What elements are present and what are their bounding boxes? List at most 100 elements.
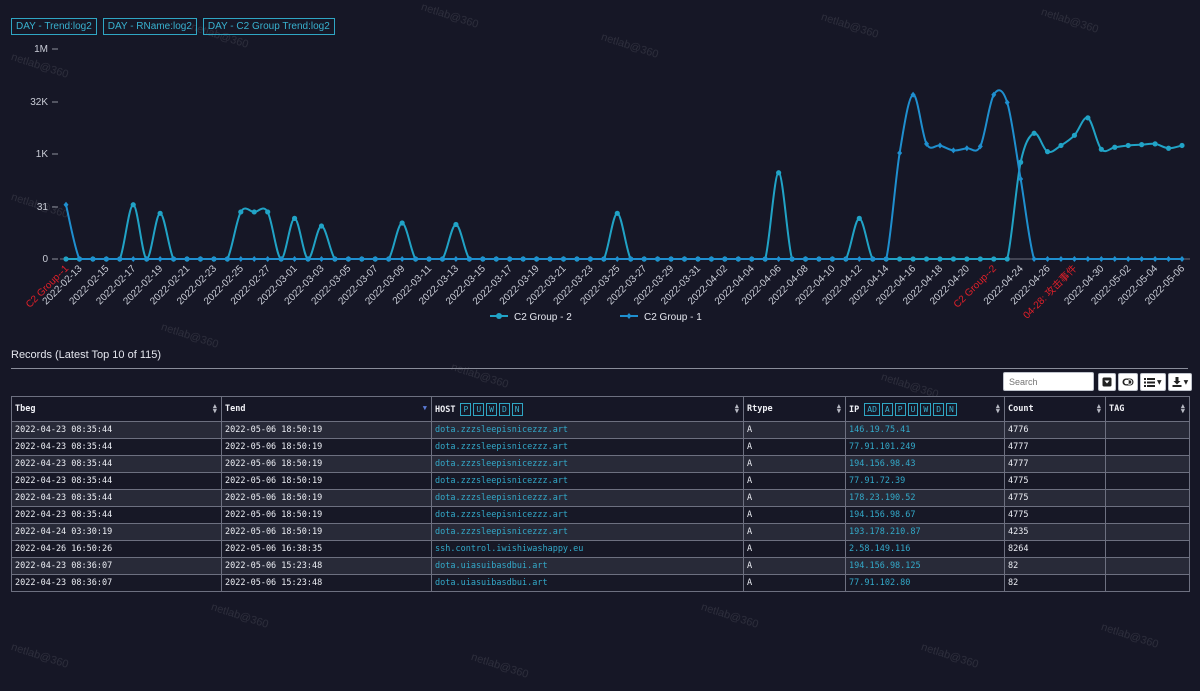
table-header-row: Tbeg ▲ ▼ Tend ▼ HOST P U W D N ▲ ▼ Rtype ▲ ▼ IP AD A P U… (11, 396, 1190, 422)
cell-ip[interactable]: 2.58.149.116 (845, 540, 1005, 558)
flag-a-button[interactable]: A (881, 402, 893, 416)
sort-icon[interactable]: ▲ ▼ (212, 402, 217, 415)
cell-host[interactable]: dota.zzzsleepisnicezzz.art (431, 455, 744, 473)
data-point (977, 256, 983, 262)
cell-tend: 2022-05-06 18:50:19 (221, 455, 432, 473)
col-tag[interactable]: TAG ▲ ▼ (1105, 396, 1190, 422)
flag-u-button[interactable]: U (907, 402, 919, 416)
cell-ip[interactable]: 77.91.72.39 (845, 472, 1005, 490)
y-tick-label: 1M (34, 44, 48, 55)
tab-day-rname[interactable]: DAY - RName:log2 (102, 18, 197, 35)
sort-icon[interactable]: ▲ ▼ (734, 402, 739, 415)
data-point (1179, 142, 1185, 149)
flag-p-button[interactable]: P (894, 402, 906, 416)
data-point (776, 256, 782, 262)
cell-ip[interactable]: 77.91.102.80 (845, 574, 1005, 592)
cell-host[interactable]: dota.zzzsleepisnicezzz.art (431, 438, 744, 456)
data-point (76, 256, 82, 262)
data-point (507, 256, 513, 262)
cell-ip[interactable]: 194.156.98.67 (845, 506, 1005, 524)
collapse-button[interactable] (1098, 373, 1116, 391)
cell-host[interactable]: ssh.control.iwishiwashappy.eu (431, 540, 744, 558)
data-point (964, 145, 970, 152)
col-ip[interactable]: IP AD A P U W D N ▲ ▼ (845, 396, 1005, 422)
watermark-text: netlab@360 (699, 601, 760, 631)
sort-icon[interactable]: ▲ ▼ (836, 402, 841, 415)
col-tbeg[interactable]: Tbeg ▲ ▼ (11, 396, 222, 422)
cell-rtype: A (743, 523, 846, 541)
cell-rtype: A (743, 472, 846, 490)
sort-icon[interactable]: ▲ ▼ (1180, 402, 1185, 415)
table-row: 2022-04-23 08:35:44 2022-05-06 18:50:19 do… (11, 455, 1190, 473)
cell-ip[interactable]: 178.23.190.52 (845, 489, 1005, 507)
flag-p-button[interactable]: P (460, 402, 472, 416)
flag-n-button[interactable]: N (946, 402, 957, 416)
data-point (292, 256, 298, 262)
table-row: 2022-04-26 16:50:26 2022-05-06 16:38:35 ss… (11, 540, 1190, 558)
col-count[interactable]: Count ▲ ▼ (1004, 396, 1106, 422)
col-tend[interactable]: Tend ▼ (221, 396, 432, 422)
flag-d-button[interactable]: D (498, 402, 510, 416)
flag-u-button[interactable]: U (473, 402, 485, 416)
cell-host[interactable]: dota.zzzsleepisnicezzz.art (431, 489, 744, 507)
flag-d-button[interactable]: D (933, 402, 945, 416)
data-point (614, 210, 620, 216)
cell-host[interactable]: dota.zzzsleepisnicezzz.art (431, 421, 744, 439)
data-point (359, 256, 365, 262)
export-button[interactable]: ▼ (1167, 373, 1193, 391)
table-toolbar: ▼ ▼ (1098, 373, 1193, 391)
data-point (372, 256, 378, 262)
tab-day-c2-group-trend[interactable]: DAY - C2 Group Trend:log2 (202, 18, 335, 35)
data-point (90, 256, 96, 262)
cell-count: 4777 (1004, 438, 1106, 456)
table-row: 2022-04-23 08:36:07 2022-05-06 15:23:48 do… (11, 557, 1190, 575)
legend-label: C2 Group - 2 (514, 312, 572, 323)
cell-ip[interactable]: 194.156.98.43 (845, 455, 1005, 473)
flag-w-button[interactable]: W (486, 402, 497, 416)
cell-host[interactable]: dota.uiasuibasdbui.art (431, 574, 744, 592)
cell-rtype: A (743, 421, 846, 439)
sort-icon[interactable]: ▲ ▼ (1096, 402, 1101, 415)
data-point (789, 256, 795, 262)
columns-button[interactable]: ▼ (1140, 373, 1166, 391)
download-icon (1172, 377, 1182, 387)
cell-ip[interactable]: 77.91.101.249 (845, 438, 1005, 456)
data-point (937, 256, 943, 262)
cell-rtype: A (743, 489, 846, 507)
sort-desc-icon[interactable]: ▼ (422, 404, 427, 412)
cell-tend: 2022-05-06 15:23:48 (221, 557, 432, 575)
data-point (345, 256, 351, 262)
cell-host[interactable]: dota.zzzsleepisnicezzz.art (431, 523, 744, 541)
cell-ip[interactable]: 193.178.210.87 (845, 523, 1005, 541)
col-host[interactable]: HOST P U W D N ▲ ▼ (431, 396, 744, 422)
data-point (601, 256, 607, 262)
cell-ip[interactable]: 146.19.75.41 (845, 421, 1005, 439)
flag-n-button[interactable]: N (511, 402, 523, 416)
data-point (722, 256, 728, 262)
flag-w-button[interactable]: W (920, 402, 932, 416)
cell-host[interactable]: dota.zzzsleepisnicezzz.art (431, 506, 744, 524)
flag-ad-button[interactable]: AD (864, 402, 880, 416)
sort-icon[interactable]: ▲ ▼ (995, 402, 1000, 415)
cell-host[interactable]: dota.uiasuibasdbui.art (431, 557, 744, 575)
table-row: 2022-04-23 08:35:44 2022-05-06 18:50:19 do… (11, 506, 1190, 524)
search-input[interactable] (1003, 372, 1094, 391)
cell-host[interactable]: dota.zzzsleepisnicezzz.art (431, 472, 744, 490)
data-point (668, 256, 674, 262)
cell-rtype: A (743, 574, 846, 592)
col-rtype[interactable]: Rtype ▲ ▼ (743, 396, 846, 422)
data-point (991, 256, 997, 262)
data-point (278, 256, 284, 262)
data-point (856, 256, 862, 262)
toggle-view-button[interactable] (1118, 373, 1138, 391)
data-point (480, 256, 486, 262)
tab-day-trend[interactable]: DAY - Trend:log2 (11, 18, 97, 35)
data-point (130, 202, 136, 208)
cell-tend: 2022-05-06 18:50:19 (221, 421, 432, 439)
data-point (924, 140, 930, 147)
data-point (1071, 256, 1077, 262)
data-point (63, 256, 69, 262)
data-point (910, 256, 916, 262)
cell-ip[interactable]: 194.156.98.125 (845, 557, 1005, 575)
data-point (897, 149, 903, 156)
